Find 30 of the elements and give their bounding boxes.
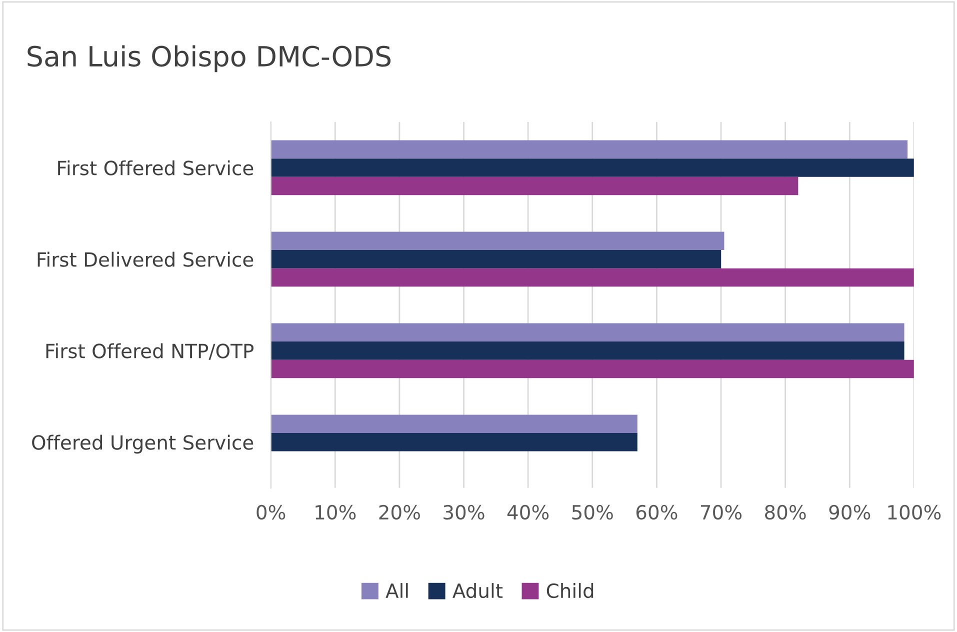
bar (270, 232, 724, 250)
bar (270, 323, 904, 342)
bar (270, 140, 908, 159)
x-tick-label: 60% (636, 504, 678, 520)
x-tick-label: 40% (507, 504, 549, 520)
bar (270, 433, 638, 452)
x-tick-label: 20% (379, 504, 420, 520)
y-tick-label: First Offered Service (58, 160, 254, 176)
bar (270, 176, 798, 196)
x-tick-label: 10% (316, 504, 356, 520)
x-tick-label: 0% (256, 504, 286, 520)
y-tick-label: First Offered NTP/OTP (46, 343, 254, 360)
x-tick-label: 80% (765, 504, 806, 520)
y-tick-label: Offered Urgent Service (32, 434, 254, 454)
bar (270, 158, 914, 177)
bar (270, 414, 638, 434)
bar (270, 342, 904, 360)
x-tick-label: 100% (888, 504, 941, 520)
legend-label: Adult (452, 583, 503, 598)
chart-title: San Luis Obispo DMC-ODS (28, 45, 391, 72)
x-tick-label: 30% (444, 504, 484, 520)
y-tick-label: First Delivered Service (38, 252, 254, 267)
x-tick-label: 90% (829, 504, 870, 520)
x-tick-label: 50% (572, 504, 613, 520)
bar (270, 360, 914, 378)
bar (270, 268, 914, 287)
legend-label: Child (546, 583, 594, 598)
x-tick-label: 70% (700, 504, 742, 520)
legend-label: All (386, 583, 408, 598)
bar (270, 250, 722, 268)
